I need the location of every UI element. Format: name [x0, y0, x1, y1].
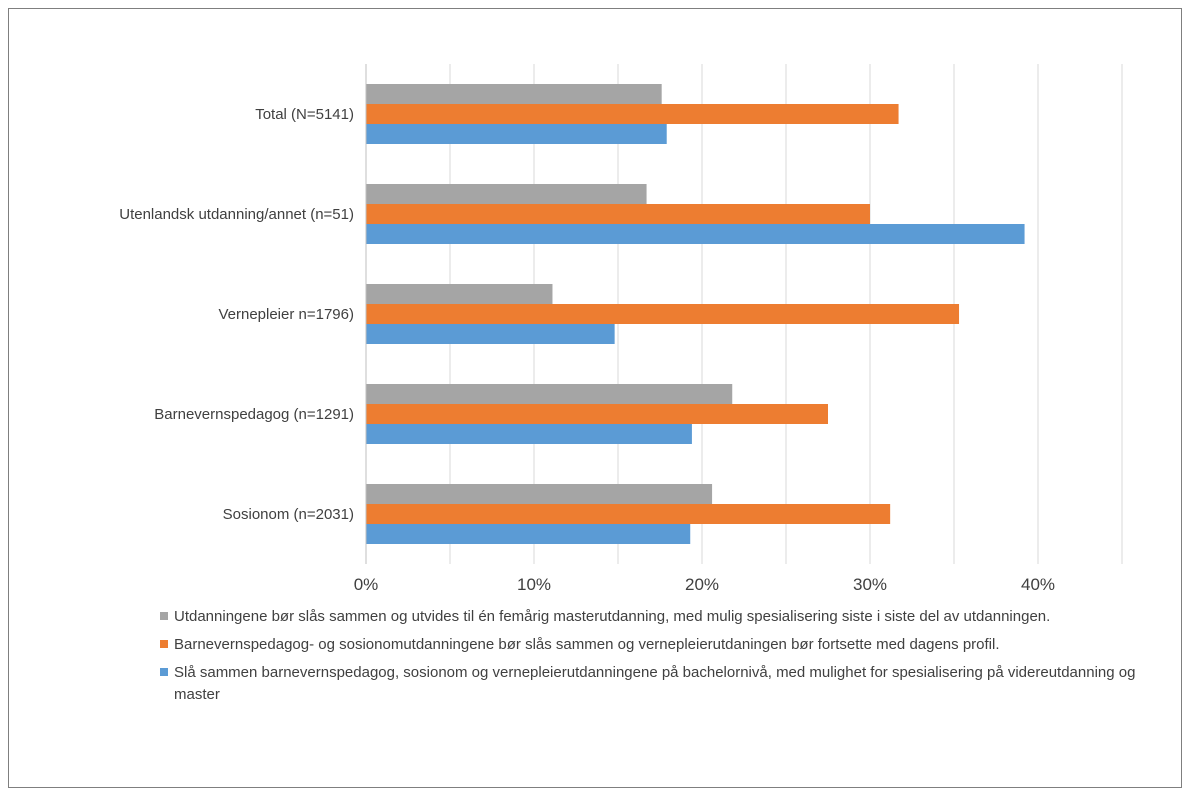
legend: Utdanningene bør slås sammen og utvides … — [160, 606, 1150, 712]
bars — [366, 84, 1025, 544]
bar-2-1 — [366, 104, 899, 124]
bar-3-2 — [366, 224, 1025, 244]
legend-item-series-3: Slå sammen barnevernspedagog, sosionom o… — [160, 662, 1150, 706]
bar-1-5 — [366, 484, 713, 504]
category-label: Barnevernspedagog (n=1291) — [154, 406, 354, 423]
tick-labels: 0% 10% 20% 30% 40% — [354, 575, 1055, 594]
category-label: Sosionom (n=2031) — [223, 506, 354, 523]
category-label: Utenlandsk utdanning/annet (n=51) — [119, 206, 354, 223]
legend-label-series-1: Utdanningene bør slås sammen og utvides … — [174, 608, 1051, 625]
bar-1-2 — [366, 184, 647, 204]
category-label: Total (N=5141) — [255, 106, 354, 123]
bar-3-5 — [366, 524, 691, 544]
x-tick-label: 20% — [685, 575, 719, 594]
bar-2-3 — [366, 304, 960, 324]
bar-3-1 — [366, 124, 667, 144]
category-label: Vernepleier n=1796) — [218, 306, 354, 323]
bar-1-1 — [366, 84, 662, 104]
legend-item-series-2: Barnevernspedagog- og sosionomutdanninge… — [160, 634, 1150, 656]
x-tick-label: 40% — [1021, 575, 1055, 594]
bar-3-4 — [366, 424, 692, 444]
bar-3-3 — [366, 324, 615, 344]
x-tick-label: 0% — [354, 575, 379, 594]
category-labels: Total (N=5141) Utenlandsk utdanning/annet… — [119, 106, 354, 523]
bar-2-5 — [366, 504, 891, 524]
x-tick-label: 30% — [853, 575, 887, 594]
legend-label-series-2: Barnevernspedagog- og sosionomutdanninge… — [174, 636, 1000, 653]
legend-swatch-series-2 — [160, 640, 168, 648]
bar-2-4 — [366, 404, 828, 424]
bar-1-3 — [366, 284, 553, 304]
legend-label-series-3: Slå sammen barnevernspedagog, sosionom o… — [174, 664, 1136, 703]
x-tick-label: 10% — [517, 575, 551, 594]
bar-2-2 — [366, 204, 870, 224]
bar-1-4 — [366, 384, 733, 404]
legend-item-series-1: Utdanningene bør slås sammen og utvides … — [160, 606, 1150, 628]
bar-chart: Total (N=5141) Utenlandsk utdanning/annet… — [119, 64, 1123, 594]
legend-swatch-series-1 — [160, 612, 168, 620]
legend-swatch-series-3 — [160, 668, 168, 676]
